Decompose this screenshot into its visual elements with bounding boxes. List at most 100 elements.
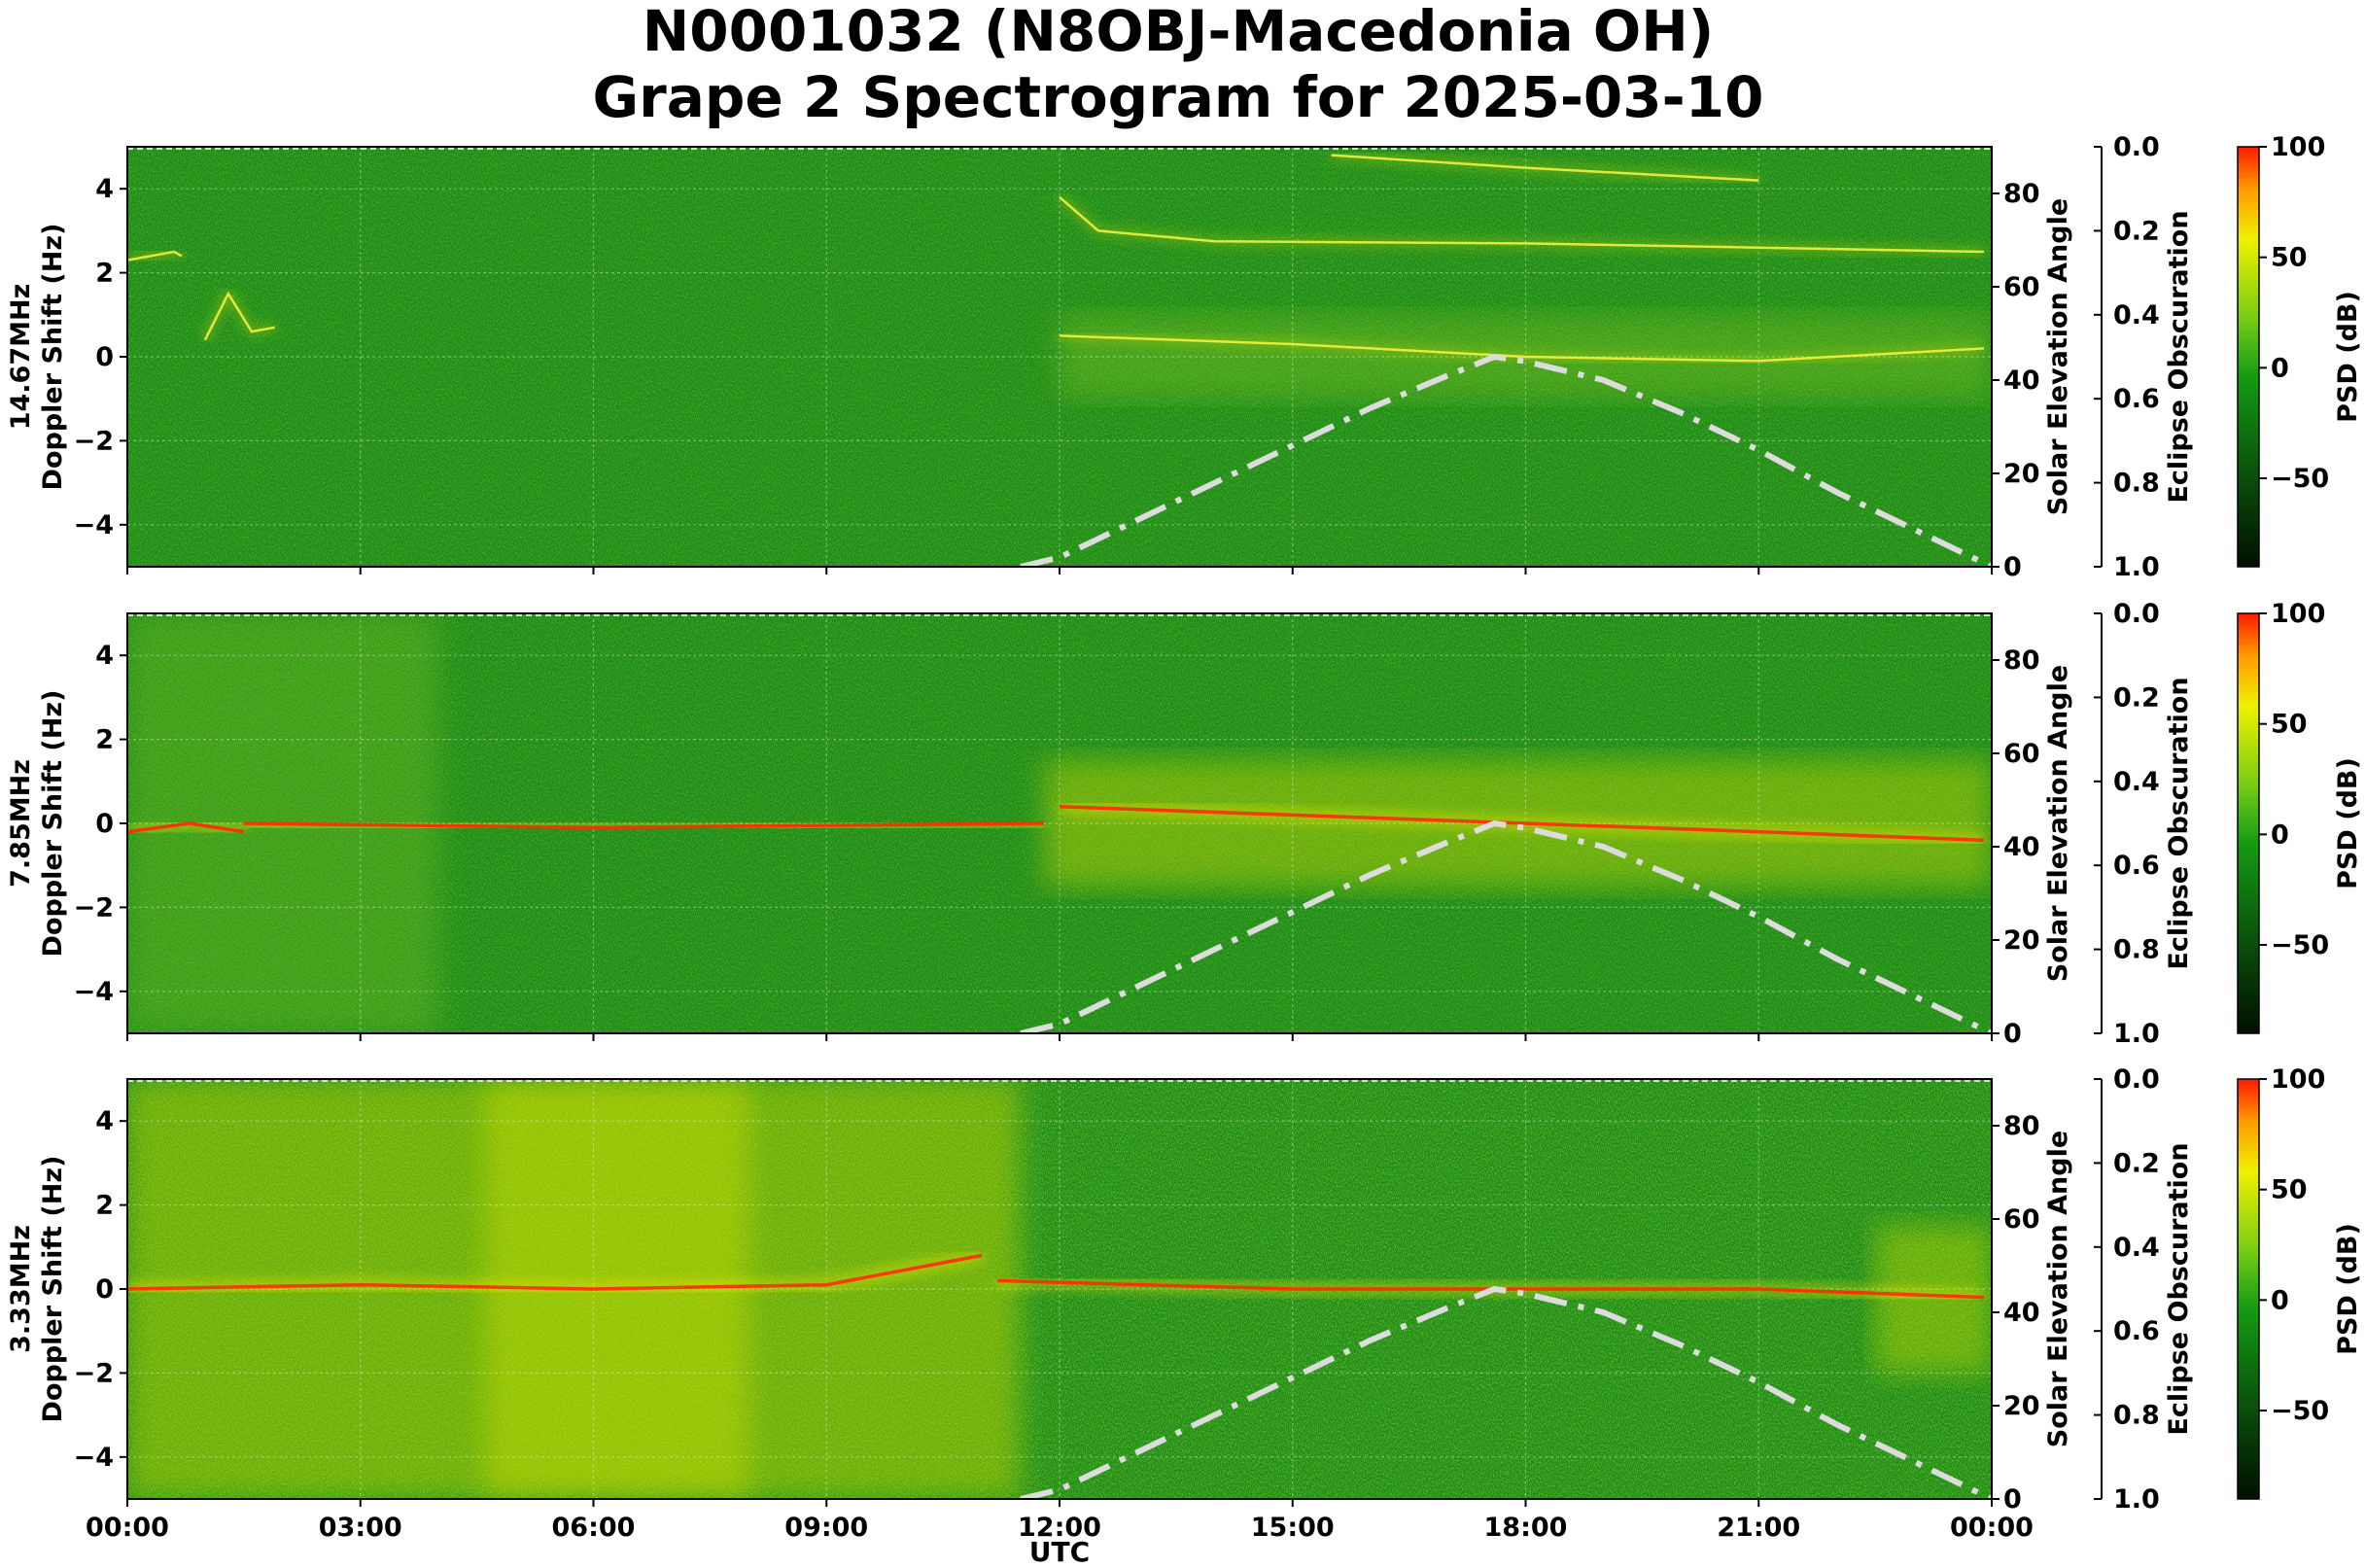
y3tick-label: 1.0 — [2113, 552, 2160, 582]
trace-upper — [1059, 195, 1985, 254]
colorbar-label: PSD (dB) — [2333, 291, 2363, 423]
ytick-label: −2 — [74, 1358, 114, 1388]
colorbar — [2237, 146, 2260, 568]
xtick-label: 03:00 — [319, 1513, 402, 1543]
y3-axis-label: Eclipse Obscuration — [2164, 1142, 2194, 1435]
y3tick-label: 0.2 — [2113, 1148, 2160, 1178]
trace-night — [127, 1253, 983, 1291]
y3tick-label: 0.4 — [2113, 300, 2160, 331]
y2tick-label: 40 — [2003, 832, 2040, 862]
plot-area — [127, 147, 1992, 567]
ytick-label: 2 — [95, 725, 114, 755]
trace-early — [127, 821, 245, 834]
panel-frequency-label: 7.85MHz — [6, 759, 36, 888]
ytick-label: 4 — [95, 174, 114, 204]
xtick-label: 18:00 — [1484, 1513, 1568, 1543]
y2tick-label: 20 — [2003, 925, 2040, 956]
y3tick-label: 0.8 — [2113, 469, 2160, 499]
y3tick-label: 0.2 — [2113, 216, 2160, 246]
y2tick-label: 40 — [2003, 366, 2040, 396]
panel-frequency-label: 14.67MHz — [6, 284, 36, 431]
xtick-label: 00:00 — [1950, 1513, 2034, 1543]
y2tick-label: 80 — [2003, 645, 2040, 676]
y3tick-label: 1.0 — [2113, 1019, 2160, 1049]
y2tick-label: 40 — [2003, 1298, 2040, 1328]
y2tick-label: 0 — [2003, 1019, 2022, 1049]
figure-title-line2: Grape 2 Spectrogram for 2025-03-10 — [593, 64, 1764, 130]
ytick-label: −2 — [74, 892, 114, 923]
y2tick-label: 80 — [2003, 1111, 2040, 1141]
colorbar-label: PSD (dB) — [2333, 1223, 2363, 1355]
xtick-label: 21:00 — [1717, 1513, 1800, 1543]
ytick-label: 2 — [95, 259, 114, 289]
colorbar-tick-label: 0 — [2271, 819, 2289, 850]
grid — [127, 147, 1992, 567]
y3-axis-label: Eclipse Obscuration — [2164, 677, 2194, 969]
colorbar — [2237, 1078, 2260, 1500]
y3tick-label: 0.8 — [2113, 935, 2160, 965]
xtick-label: 06:00 — [552, 1513, 636, 1543]
y3tick-label: 0.0 — [2113, 132, 2160, 162]
colorbar-label: PSD (dB) — [2333, 757, 2363, 889]
colorbar-tick-label: 50 — [2271, 710, 2308, 740]
colorbar — [2237, 612, 2260, 1034]
y3tick-label: 0.0 — [2113, 1064, 2160, 1095]
y2tick-label: 20 — [2003, 459, 2040, 489]
trace-night — [243, 821, 1045, 830]
y3tick-label: 0.6 — [2113, 384, 2160, 414]
xtick-label: 15:00 — [1251, 1513, 1335, 1543]
trace-fluctuating — [203, 291, 276, 341]
y3tick-label: 0.8 — [2113, 1401, 2160, 1431]
plot-area — [127, 1079, 1992, 1499]
y2tick-label: 0 — [2003, 1484, 2022, 1515]
colorbar-tick-label: 0 — [2271, 1285, 2289, 1315]
colorbar-tick-label: 100 — [2271, 1064, 2325, 1095]
ytick-label: 2 — [95, 1191, 114, 1221]
y2tick-label: 20 — [2003, 1391, 2040, 1421]
ytick-label: 0 — [95, 342, 114, 372]
ytick-label: −4 — [74, 1443, 114, 1473]
xtick-label: 09:00 — [784, 1513, 868, 1543]
ytick-label: 4 — [95, 641, 114, 671]
y3-axis-label: Eclipse Obscuration — [2164, 210, 2194, 503]
plot-area — [127, 613, 1992, 1033]
panel-frequency-label: 3.33MHz — [6, 1225, 36, 1353]
colorbar-tick-label: 50 — [2271, 243, 2308, 273]
y-axis-label: Doppler Shift (Hz) — [38, 1156, 68, 1423]
solar-elevation-curve — [1020, 1285, 1992, 1499]
colorbar-tick-label: 50 — [2271, 1175, 2308, 1205]
ytick-label: −4 — [74, 510, 114, 540]
y2-axis-label: Solar Elevation Angle — [2043, 665, 2073, 982]
ytick-label: −2 — [74, 426, 114, 456]
ytick-label: 4 — [95, 1106, 114, 1136]
y2tick-label: 60 — [2003, 739, 2040, 769]
y-axis-label: Doppler Shift (Hz) — [38, 690, 68, 958]
panel-7.85MHz: 420−2−47.85MHz Doppler Shift (Hz)80604020… — [6, 599, 2363, 1049]
colorbar-tick-label: −50 — [2271, 464, 2329, 494]
y2-axis-label: Solar Elevation Angle — [2043, 1131, 2073, 1447]
figure-title-line1: N0001032 (N8OBJ-Macedonia OH) — [643, 0, 1715, 64]
colorbar-tick-label: −50 — [2271, 1396, 2329, 1426]
y3tick-label: 1.0 — [2113, 1484, 2160, 1515]
trace-day — [1059, 804, 1985, 843]
y2tick-label: 0 — [2003, 552, 2022, 582]
ytick-label: 0 — [95, 809, 114, 839]
y3tick-label: 0.4 — [2113, 1233, 2160, 1263]
y2-axis-label: Solar Elevation Angle — [2043, 198, 2073, 515]
panels: 420−2−414.67MHz Doppler Shift (Hz)8060402… — [6, 132, 2363, 1543]
colorbar-tick-label: −50 — [2271, 930, 2329, 960]
y3tick-label: 0.6 — [2113, 1316, 2160, 1346]
y2tick-label: 60 — [2003, 272, 2040, 302]
xtick-label: 00:00 — [86, 1513, 169, 1543]
solar-elevation-curve — [1020, 353, 1992, 567]
xtick-label: 12:00 — [1018, 1513, 1101, 1543]
trace-zero — [1059, 334, 1985, 363]
y3tick-label: 0.4 — [2113, 767, 2160, 797]
x-axis-label: UTC — [1029, 1536, 1090, 1568]
x-axis-ticks: 00:00 03:00 06:00 09:00 12:00 15:00 18:00 21:00… — [86, 1513, 2034, 1543]
colorbar-tick-label: 100 — [2271, 132, 2325, 162]
trace-top — [1331, 154, 1759, 182]
colorbar-tick-label: 100 — [2271, 599, 2325, 629]
ytick-label: 0 — [95, 1274, 114, 1305]
